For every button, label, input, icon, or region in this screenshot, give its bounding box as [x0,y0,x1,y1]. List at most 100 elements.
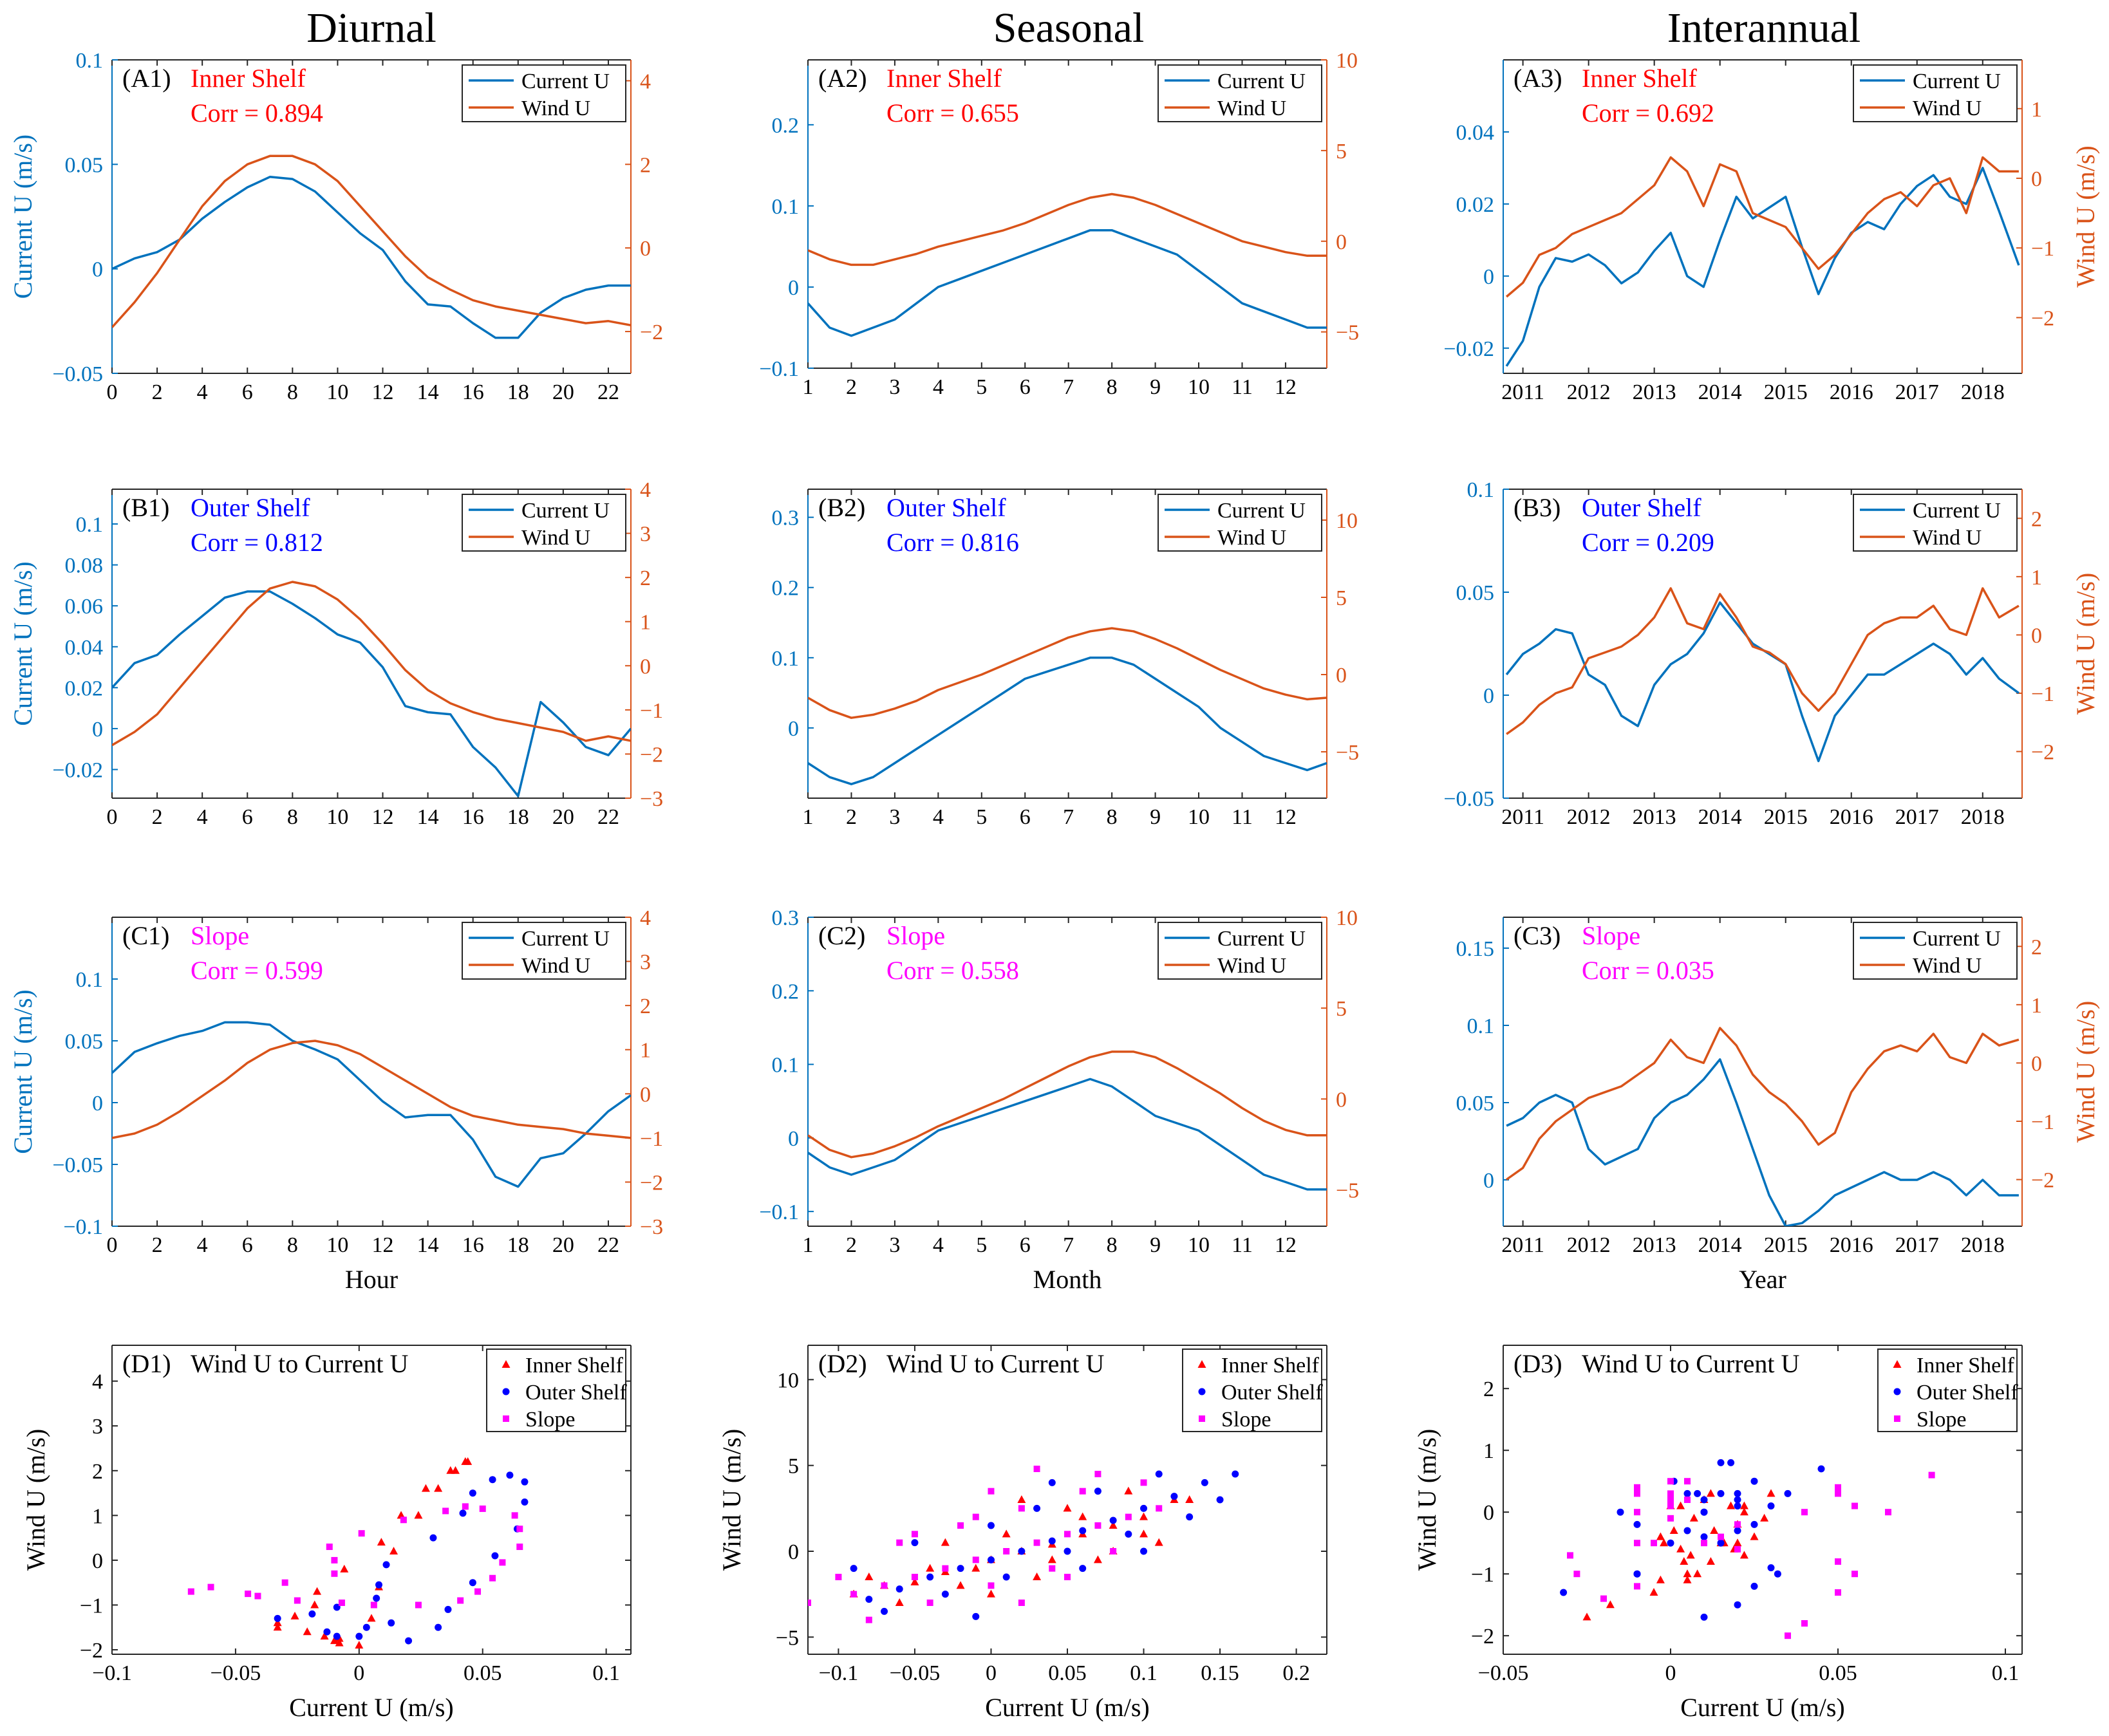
y-tick-label: 0 [788,1127,799,1151]
point-outer-shelf [1617,1508,1624,1516]
point-outer-shelf [1633,1520,1641,1528]
series-line-wind-u [1506,587,2020,735]
x-tick-label: 0 [353,1661,364,1685]
series-line-wind-u [1505,156,2019,298]
y-tick-label: −0.1 [759,357,799,381]
x-tick-label: 7 [1063,1233,1074,1257]
panel-label: (D3) [1514,1349,1562,1378]
panel-label: (B1) [122,493,169,522]
y-tick-label: 0.05 [1456,581,1495,605]
x-tick-label: 11 [1232,805,1253,829]
panel-label: (A3) [1514,64,1562,93]
x-tick-label: 3 [889,1233,900,1257]
point-slope [972,1513,979,1520]
y-tick-label: 0.15 [1456,937,1495,961]
y-tick-label: 0.1 [76,49,104,73]
y2-tick-label: 0 [640,237,651,261]
point-slope [1835,1490,1841,1497]
point-outer-shelf [1140,1504,1148,1512]
data-layer [1506,1027,2020,1226]
y-axis-label: Wind U (m/s) [717,1429,746,1571]
point-slope [926,1600,933,1606]
y-tick-label: 0.02 [65,677,104,700]
legend: Current U Wind U [462,64,626,122]
point-inner-shelf [313,1587,322,1595]
y2-tick-label: 2 [640,153,651,177]
x-tick-label: 2012 [1567,380,1611,404]
x-tick-label: 1 [803,375,814,399]
point-inner-shelf [1693,1569,1702,1578]
point-outer-shelf [1767,1502,1775,1510]
point-slope [850,1591,858,1598]
point-outer-shelf [469,1489,476,1497]
x-tick-label: 2017 [1895,1233,1939,1257]
x-tick-label: 22 [597,380,619,404]
point-inner-shelf [1017,1495,1026,1503]
x-tick-label: 4 [933,375,944,399]
point-outer-shelf [1717,1489,1725,1497]
y2-tick-label: 3 [640,951,651,975]
point-outer-shelf [941,1591,949,1598]
x-tick-label: 10 [326,380,348,404]
y2-tick-label: 0 [1336,230,1347,254]
legend-marker-inner-shelf [501,1360,511,1368]
legend-marker-slope [1894,1415,1900,1422]
point-slope [1928,1471,1935,1479]
legend-box [1158,922,1322,980]
point-outer-shelf [1694,1489,1701,1497]
legend-label-inner-shelf: Inner Shelf [525,1354,624,1377]
panel-C3: 2011 2012 2013 2014 2015 2016 2017 2018 0 0.05 0.1… [1456,917,2100,1294]
y-tick-label: 0 [92,258,103,282]
point-inner-shelf [446,1466,455,1474]
point-outer-shelf [1002,1573,1010,1581]
x-tick-label: 2018 [1961,805,2005,829]
legend-label-current-u: Current U [521,499,610,523]
point-outer-shelf [1232,1470,1239,1478]
point-slope [1667,1515,1674,1522]
point-slope [245,1591,252,1598]
x-tick-label: 20 [552,1233,574,1257]
point-outer-shelf [850,1565,858,1573]
point-slope [835,1574,842,1580]
x-tick-label: 2011 [1501,380,1544,404]
point-inner-shelf [926,1563,935,1572]
series-line-current-u [1505,167,2020,367]
point-outer-shelf [1767,1564,1775,1572]
y2-tick-label: −3 [640,787,663,811]
x-tick-label: 12 [372,1233,394,1257]
x-tick-label: 8 [1107,375,1118,399]
y-tick-label: 2 [92,1460,103,1484]
region-label: Inner Shelf [191,64,306,93]
point-inner-shelf [273,1618,282,1627]
corr-label: Corr = 0.599 [191,956,323,985]
point-slope [462,1503,469,1510]
point-outer-shelf [1734,1527,1741,1535]
x-axis-label: Year [1739,1265,1786,1294]
corr-label: Corr = 0.209 [1582,528,1714,557]
point-inner-shelf [941,1538,950,1546]
corr-label: Corr = 0.894 [191,98,323,127]
panel-label: (D1) [122,1349,171,1378]
y-tick-label: −0.05 [52,362,103,386]
point-inner-shelf [414,1511,423,1519]
y-tick-label: 0.04 [65,636,104,660]
data-layer [808,1050,1327,1191]
legend-box [1853,64,2018,122]
point-outer-shelf [1079,1527,1087,1535]
x-tick-label: 22 [597,1233,619,1257]
x-tick-label: 3 [889,805,900,829]
point-slope [1667,1478,1674,1485]
x-tick-label: 2011 [1501,1233,1544,1257]
y2-tick-label: 1 [640,611,651,635]
point-slope [1667,1490,1674,1497]
point-slope [338,1600,345,1606]
series-line-wind-u [1506,1027,2020,1181]
data-layer [187,1457,529,1649]
point-outer-shelf [429,1534,437,1542]
y2-tick-label: 1 [2031,98,2042,122]
x-tick-label: 12 [1275,805,1297,829]
y2-tick-label: 1 [2031,994,2042,1018]
y2-tick-label: 2 [2031,935,2042,959]
